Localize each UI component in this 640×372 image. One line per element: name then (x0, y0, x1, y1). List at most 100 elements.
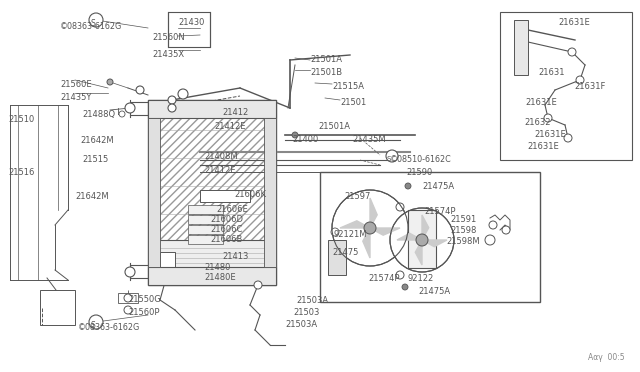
Text: 21480: 21480 (204, 263, 230, 272)
Circle shape (89, 13, 103, 27)
Text: 21591: 21591 (450, 215, 476, 224)
Text: S: S (91, 321, 95, 330)
Text: 21590: 21590 (406, 168, 432, 177)
Text: 21475A: 21475A (418, 287, 450, 296)
Bar (148, 118, 160, 267)
Text: S: S (91, 19, 95, 29)
Circle shape (124, 306, 132, 314)
Text: 21408M: 21408M (204, 152, 237, 161)
Text: 92122: 92122 (408, 274, 435, 283)
Polygon shape (397, 233, 422, 240)
Circle shape (331, 228, 339, 236)
Text: ©08510-6162C: ©08510-6162C (390, 155, 452, 164)
Text: 21606C: 21606C (210, 225, 243, 234)
Text: 21475: 21475 (332, 248, 358, 257)
Text: 21400: 21400 (292, 135, 318, 144)
Text: 21503: 21503 (293, 308, 319, 317)
Bar (148, 100, 276, 285)
Text: S: S (387, 156, 391, 162)
Circle shape (332, 190, 408, 266)
Text: 21413: 21413 (222, 252, 248, 261)
Circle shape (390, 208, 454, 272)
Bar (320, 172, 540, 302)
Circle shape (364, 222, 376, 234)
Text: 21606K: 21606K (234, 190, 266, 199)
Circle shape (124, 294, 132, 302)
Circle shape (576, 76, 584, 84)
Circle shape (489, 221, 497, 229)
Text: 92121M: 92121M (334, 230, 367, 239)
Text: 21435Y: 21435Y (60, 93, 92, 102)
Bar (328, 240, 346, 275)
Circle shape (402, 284, 408, 290)
Circle shape (136, 86, 144, 94)
Polygon shape (340, 221, 370, 228)
Circle shape (254, 281, 262, 289)
Polygon shape (415, 240, 422, 265)
Text: 21501: 21501 (340, 98, 366, 107)
Bar (118, 293, 138, 303)
Bar (188, 235, 223, 244)
Bar (500, 12, 632, 160)
Bar (200, 190, 250, 202)
Text: 21510: 21510 (8, 115, 35, 124)
Bar (40, 290, 75, 325)
Text: 21412E: 21412E (204, 166, 236, 175)
Text: 21631E: 21631E (527, 142, 559, 151)
Bar (160, 252, 175, 270)
Polygon shape (370, 198, 377, 228)
Bar (188, 215, 223, 224)
Text: 21631: 21631 (538, 68, 564, 77)
Text: 21412E: 21412E (214, 122, 246, 131)
Bar (264, 118, 276, 267)
Circle shape (502, 226, 510, 234)
Circle shape (544, 114, 552, 122)
Circle shape (168, 96, 176, 104)
Text: 21501A: 21501A (310, 55, 342, 64)
Text: 21632: 21632 (524, 118, 550, 127)
Circle shape (119, 111, 125, 117)
Text: 21597: 21597 (344, 192, 371, 201)
Text: 21598: 21598 (450, 226, 476, 235)
Text: 21503A: 21503A (296, 296, 328, 305)
Text: 21574P: 21574P (368, 274, 399, 283)
Text: 21501B: 21501B (310, 68, 342, 77)
Text: 21560P: 21560P (128, 308, 159, 317)
Text: 21574P: 21574P (424, 207, 456, 216)
Bar (168, 12, 210, 47)
Text: 21430: 21430 (178, 18, 204, 27)
Text: 21631E: 21631E (525, 98, 557, 107)
Text: 21515A: 21515A (332, 82, 364, 91)
Text: 21642M: 21642M (75, 192, 109, 201)
Circle shape (89, 315, 103, 329)
Text: 21631F: 21631F (574, 82, 605, 91)
Text: 21516: 21516 (8, 168, 35, 177)
Text: 21560N: 21560N (152, 33, 185, 42)
Text: 21550G: 21550G (128, 295, 161, 304)
Text: 21480E: 21480E (204, 273, 236, 282)
Text: 21606E: 21606E (216, 205, 248, 214)
Circle shape (568, 48, 576, 56)
Bar (408, 210, 436, 268)
Bar (188, 205, 223, 214)
Text: 21598M: 21598M (446, 237, 479, 246)
Text: ©08363-6162G: ©08363-6162G (78, 323, 140, 332)
Text: ©08363-6162G: ©08363-6162G (60, 22, 122, 31)
Bar (514, 20, 528, 75)
Circle shape (396, 203, 404, 211)
Text: 21412: 21412 (222, 108, 248, 117)
Circle shape (396, 271, 404, 279)
Text: 21435M: 21435M (352, 135, 386, 144)
Circle shape (125, 103, 135, 113)
Polygon shape (422, 215, 429, 240)
Circle shape (107, 79, 113, 85)
Circle shape (564, 134, 572, 142)
Text: 21631E: 21631E (558, 18, 589, 27)
Polygon shape (363, 228, 370, 258)
Circle shape (125, 267, 135, 277)
Circle shape (405, 183, 411, 189)
Polygon shape (370, 228, 400, 235)
Text: 21475A: 21475A (422, 182, 454, 191)
Polygon shape (422, 240, 447, 247)
Text: 21642M: 21642M (80, 136, 114, 145)
